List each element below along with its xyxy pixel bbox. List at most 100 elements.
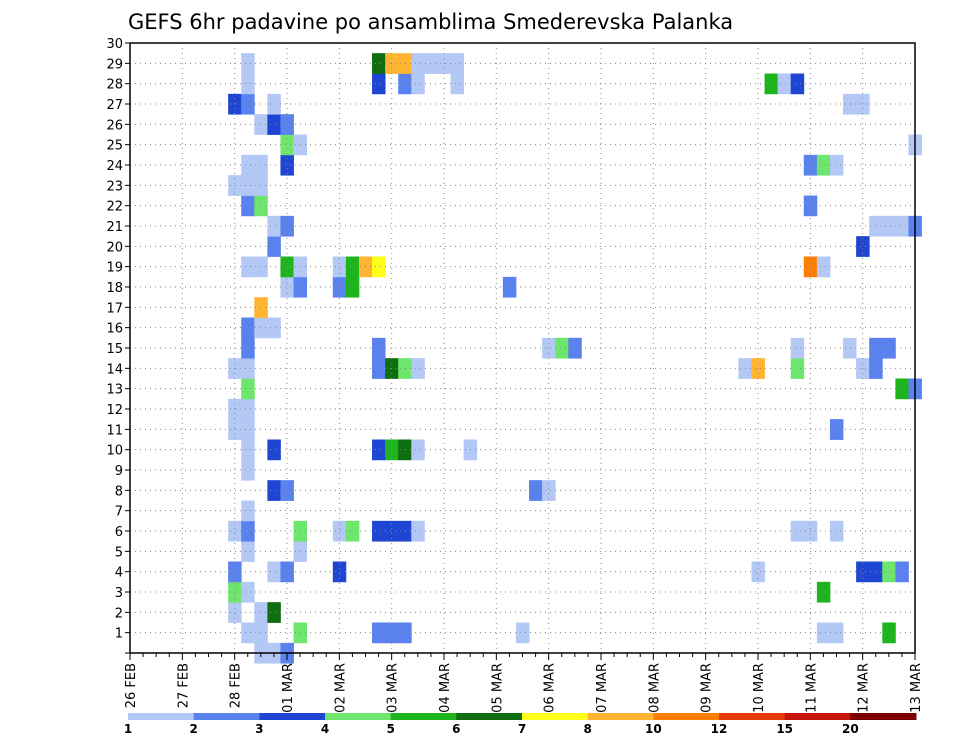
legend-swatch <box>259 713 326 720</box>
precip-cell <box>790 73 805 95</box>
precip-cell <box>267 215 281 237</box>
precip-cell <box>254 154 268 176</box>
precip-cell <box>241 53 255 74</box>
legend-label: 20 <box>842 722 859 736</box>
legend-label: 15 <box>776 722 793 736</box>
precip-cell <box>843 337 857 359</box>
y-tick-label: 30 <box>106 37 123 52</box>
precip-cell <box>856 93 870 115</box>
y-tick-label: 5 <box>115 545 123 560</box>
x-tick-label: 12 MAR <box>857 663 872 713</box>
precip-cell <box>241 419 255 440</box>
x-tick-label: 06 MAR <box>543 663 558 713</box>
precip-cell <box>280 480 294 501</box>
precip-cell <box>280 154 294 176</box>
precip-cell <box>372 256 386 278</box>
legend-label: 5 <box>386 722 394 736</box>
x-tick-label: 10 MAR <box>752 663 767 713</box>
precip-cell <box>241 337 255 359</box>
legend-label: 10 <box>645 722 662 736</box>
legend-swatch <box>128 713 195 720</box>
x-tick-label: 13 MAR <box>909 663 924 713</box>
precip-cell <box>398 358 412 379</box>
precip-cell <box>228 581 242 603</box>
y-tick-label: 7 <box>115 505 123 520</box>
precip-cell <box>254 297 268 318</box>
legend-swatch <box>390 713 457 720</box>
precip-cell <box>241 500 255 522</box>
precip-cell <box>332 561 347 583</box>
precip-cell <box>502 276 517 298</box>
precip-cell <box>829 520 844 542</box>
precip-cell <box>280 276 294 298</box>
x-tick-label: 07 MAR <box>595 663 610 713</box>
precip-cell <box>241 581 255 603</box>
x-tick-label: 02 MAR <box>333 663 348 713</box>
y-tick-label: 28 <box>106 78 123 93</box>
legend-label: 12 <box>711 722 728 736</box>
precip-cell <box>385 439 399 461</box>
precip-cell <box>332 256 347 278</box>
precip-cell <box>816 622 831 644</box>
precip-cell <box>280 561 294 583</box>
precip-cell <box>372 439 386 461</box>
x-axis-labels: 26 FEB 27 FEB 28 FEB 01 MAR 02 MAR 03 MAR 04 M… <box>124 663 924 713</box>
y-tick-label: 22 <box>106 200 123 215</box>
precip-cell <box>280 134 294 156</box>
legend-swatch <box>587 713 654 720</box>
precip-cell <box>241 317 255 339</box>
x-tick-label: 11 MAR <box>804 663 819 713</box>
legend-swatch <box>325 713 392 720</box>
precip-cell <box>398 439 412 461</box>
precip-cell <box>228 175 242 196</box>
precip-cell <box>816 581 831 603</box>
precip-cell <box>254 602 268 623</box>
precip-cell <box>267 439 281 461</box>
y-tick-label: 16 <box>106 322 123 337</box>
x-tick-label: 05 MAR <box>490 663 505 713</box>
precip-cell <box>411 73 425 95</box>
precip-cell <box>254 256 268 278</box>
precip-cell <box>856 561 870 583</box>
precip-cell <box>254 195 268 217</box>
precip-cell <box>241 459 255 481</box>
legend-swatch <box>653 713 720 720</box>
precip-cell <box>790 337 805 359</box>
y-tick-label: 8 <box>115 484 123 499</box>
x-tick-label: 28 FEB <box>229 663 244 708</box>
legend-swatch <box>784 713 851 720</box>
precip-cell <box>241 439 255 461</box>
y-tick-label: 1 <box>115 627 123 642</box>
precip-cell <box>790 358 805 379</box>
y-tick-label: 9 <box>115 464 123 479</box>
y-tick-label: 21 <box>106 220 123 235</box>
precip-cell <box>555 337 569 359</box>
y-tick-label: 14 <box>106 362 123 377</box>
axis-ticks <box>125 42 916 660</box>
precip-cell <box>345 276 360 298</box>
legend-swatch <box>193 713 260 720</box>
precip-cell <box>895 378 909 400</box>
y-tick-label: 12 <box>106 403 123 418</box>
precip-cell <box>816 154 831 176</box>
precip-cell <box>228 561 242 583</box>
x-tick-label: 04 MAR <box>438 663 453 713</box>
precip-cell <box>816 256 831 278</box>
precip-cell <box>254 317 268 339</box>
precip-cell <box>372 73 386 95</box>
y-tick-label: 2 <box>115 606 123 621</box>
precip-cell <box>398 53 412 74</box>
precip-cell <box>241 73 255 95</box>
y-tick-label: 6 <box>115 525 123 540</box>
precip-cell <box>267 602 281 623</box>
precip-cell <box>372 622 386 644</box>
precip-cell <box>241 622 255 644</box>
legend-label: 1 <box>124 722 132 736</box>
chart-grid <box>130 42 915 653</box>
x-tick-label: 08 MAR <box>647 663 662 713</box>
precip-cell <box>267 93 281 115</box>
precip-cell <box>280 256 294 278</box>
precip-cell <box>228 93 242 115</box>
y-tick-label: 29 <box>106 57 123 72</box>
precip-cell <box>542 480 556 501</box>
